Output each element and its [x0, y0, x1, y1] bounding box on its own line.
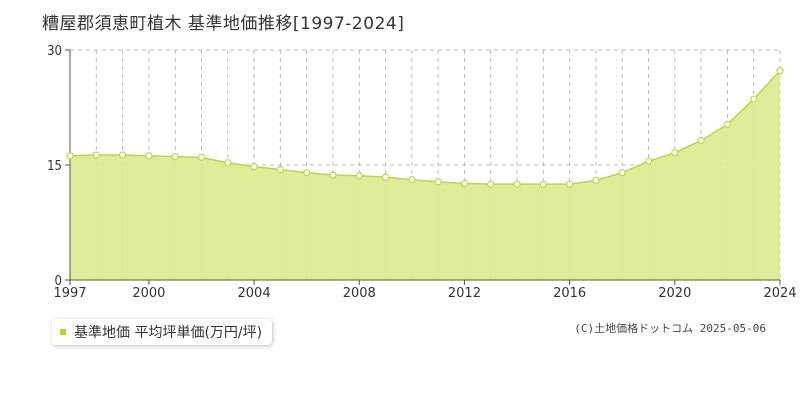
data-point [408, 175, 416, 184]
data-point [750, 95, 758, 103]
legend-swatch [60, 329, 66, 335]
data-point [671, 149, 679, 157]
data-point [592, 176, 600, 184]
data-point [513, 180, 521, 188]
x-tick-label: 2016 [553, 286, 586, 301]
data-point [381, 173, 390, 181]
data-point [92, 151, 100, 159]
legend: 基準地価 平均坪単価(万円/坪) [52, 319, 273, 345]
data-point [566, 180, 574, 188]
x-tick-label: 2020 [658, 286, 691, 301]
x-tick-label: 1997 [53, 286, 86, 301]
data-point [303, 169, 311, 177]
data-point [776, 67, 784, 75]
y-tick-label: 30 [47, 44, 62, 59]
data-point [66, 152, 74, 160]
data-point [171, 152, 179, 161]
data-point [250, 162, 258, 171]
series-area [70, 70, 780, 280]
data-point [329, 171, 337, 179]
data-point [644, 157, 653, 165]
x-tick-label: 2008 [343, 286, 376, 301]
data-point [460, 179, 469, 187]
data-point [618, 169, 626, 177]
x-tick-label: 2012 [448, 286, 481, 301]
series-line [69, 70, 781, 185]
data-point [539, 180, 547, 188]
chart-title: 糟屋郡須恵町植木 基準地価推移[1997-2024] [42, 14, 405, 34]
x-tick-label: 2024 [763, 286, 796, 301]
y-tick-label: 15 [47, 159, 62, 174]
legend-label: 基準地価 平均坪単価(万円/坪) [74, 325, 263, 341]
copyright-text: (C)土地価格ドットコム 2025-05-06 [574, 322, 766, 335]
x-tick-label: 2000 [132, 286, 165, 301]
data-point [276, 166, 284, 174]
data-point [224, 159, 232, 167]
data-point [487, 180, 495, 188]
data-point [197, 153, 206, 161]
data-point [355, 172, 363, 180]
x-tick-label: 2004 [238, 286, 271, 301]
data-point [145, 152, 153, 160]
data-point [434, 178, 442, 186]
data-point [723, 120, 732, 128]
data-point [697, 136, 705, 145]
y-tick-label: 0 [55, 274, 62, 289]
data-point [118, 151, 127, 159]
